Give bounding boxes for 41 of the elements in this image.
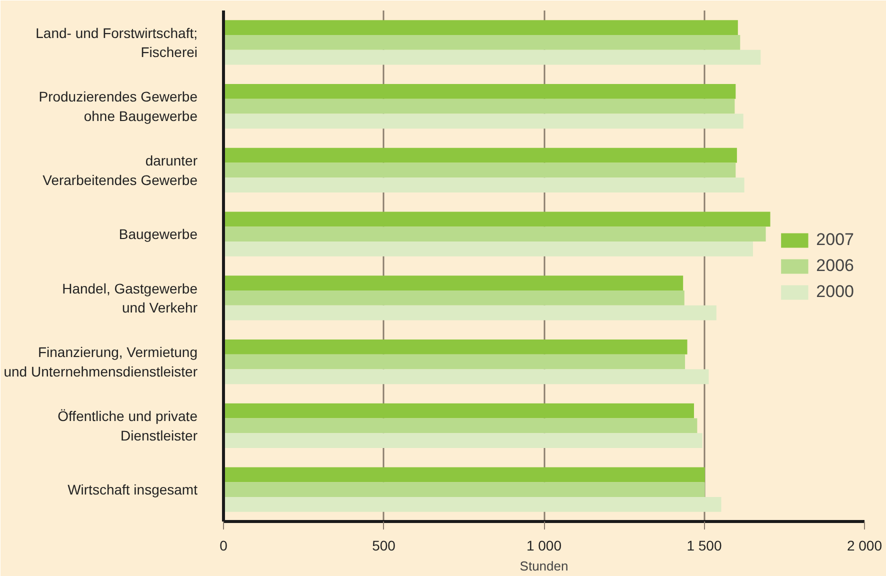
bar <box>224 497 722 512</box>
y-tick-label: darunter Verarbeitendes Gewerbe <box>42 152 198 188</box>
x-axis-title: Stunden <box>520 558 568 574</box>
y-tick-label: Land- und Forstwirtschaft; Fischerei <box>36 24 198 60</box>
x-tick-label: 1 000 <box>526 538 562 554</box>
x-tick-label: 1 500 <box>686 538 722 554</box>
bar <box>224 50 761 65</box>
bar <box>224 148 737 163</box>
bar <box>224 84 736 99</box>
bar <box>224 162 736 178</box>
y-tick-label: Öffentliche und private Dienstleister <box>58 408 198 444</box>
bar <box>224 20 738 35</box>
bar <box>224 290 684 306</box>
y-tick-label: Produzierendes Gewerbe ohne Baugewerbe <box>38 88 198 124</box>
bar <box>224 305 716 320</box>
y-tick-label: Wirtschaft insgesamt <box>68 482 198 498</box>
bar <box>224 242 753 256</box>
x-tick-label: 0 <box>220 538 228 554</box>
legend-label: 2007 <box>816 230 854 250</box>
bar <box>224 354 686 370</box>
y-tick-label: Handel, Gastgewerbe und Verkehr <box>62 280 198 316</box>
legend-label: 2006 <box>816 256 854 276</box>
bar <box>224 212 770 227</box>
bar <box>224 339 688 354</box>
legend-label: 2000 <box>816 282 854 302</box>
bar <box>224 369 709 384</box>
bar <box>224 467 705 482</box>
bar <box>224 114 744 129</box>
bar <box>224 433 702 448</box>
x-tick-label: 500 <box>372 538 396 554</box>
bar <box>224 98 735 114</box>
bar <box>224 403 694 418</box>
bar <box>224 226 766 242</box>
x-tick-label: 2 000 <box>846 538 882 554</box>
y-tick-label: Finanzierung, Vermietung und Unternehmensdienstleister <box>4 344 198 380</box>
bar <box>224 482 705 498</box>
bar <box>224 276 684 290</box>
bar <box>224 34 740 50</box>
bar <box>224 178 744 193</box>
bar <box>224 418 698 434</box>
y-tick-label: Baugewerbe <box>118 226 198 242</box>
